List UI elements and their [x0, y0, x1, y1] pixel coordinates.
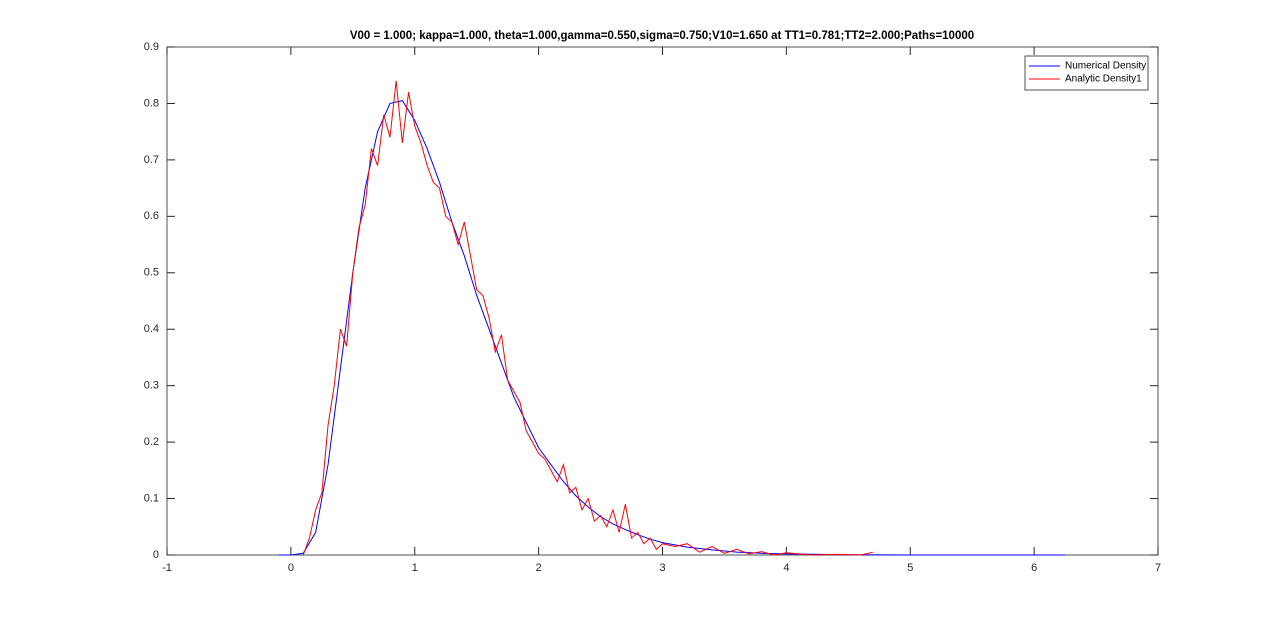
plot-area	[166, 46, 1159, 556]
legend-label: Numerical Density	[1065, 61, 1146, 72]
series-line	[302, 80, 874, 556]
series-line	[278, 100, 1066, 556]
x-tick-label: -1	[162, 562, 172, 574]
x-tick-label: 3	[659, 562, 665, 574]
x-tick-label: 1	[412, 562, 418, 574]
x-tick-label: 5	[907, 562, 913, 574]
y-tick-label: 0.3	[144, 380, 159, 392]
x-tick-label: 2	[536, 562, 542, 574]
y-tick-label: 0.2	[144, 436, 159, 448]
legend-box	[1024, 55, 1149, 91]
x-tick-label: 4	[783, 562, 789, 574]
y-tick-label: 0.4	[144, 323, 159, 335]
chart-title: V00 = 1.000; kappa=1.000, theta=1.000,ga…	[350, 30, 974, 42]
y-tick-label: 0.1	[144, 492, 159, 504]
y-tick-label: 0.7	[144, 154, 159, 166]
y-tick-label: 0	[153, 549, 159, 561]
legend: Numerical Density Analytic Density1	[1024, 55, 1149, 91]
y-tick-label: 0.9	[144, 41, 159, 53]
x-tick-label: 7	[1155, 562, 1161, 574]
legend-label: Analytic Density1	[1065, 74, 1142, 85]
x-tick-label: 0	[288, 562, 294, 574]
y-tick-label: 0.8	[144, 97, 159, 109]
y-tick-label: 0.5	[144, 267, 159, 279]
y-tick-label: 0.6	[144, 210, 159, 222]
x-tick-label: 6	[1031, 562, 1037, 574]
